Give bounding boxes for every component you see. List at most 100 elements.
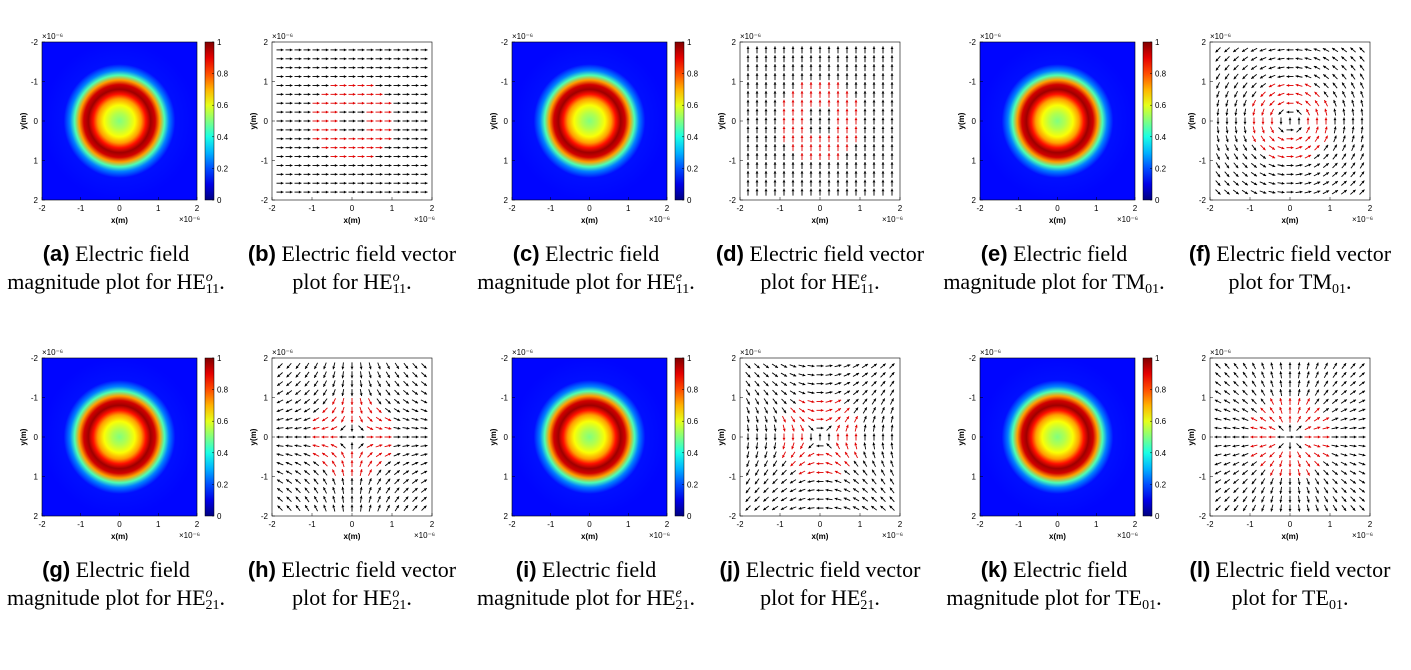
- x-exponent: ×10⁻⁶: [414, 215, 435, 224]
- mode-name: HE: [176, 585, 206, 610]
- y-tick: 0: [264, 117, 269, 126]
- y-tick: 1: [34, 473, 39, 482]
- caption-text: Electric field magnitude plot for: [476, 557, 657, 610]
- colorbar-tick: 0.6: [1155, 417, 1167, 426]
- mode-index: o 11: [392, 269, 407, 297]
- y-tick: 1: [34, 157, 39, 166]
- colorbar-tick: 0.8: [687, 70, 699, 79]
- x-tick: 0: [587, 520, 592, 529]
- x-tick: 2: [1133, 204, 1138, 213]
- x-exponent: ×10⁻⁶: [1117, 531, 1138, 540]
- caption-text: Electric field magnitude plot for: [943, 241, 1128, 294]
- y-axis-label: y(m): [717, 428, 726, 445]
- x-axis-label: x(m): [1049, 216, 1066, 225]
- mode-index: e 21: [675, 585, 690, 613]
- y-tick: -2: [501, 38, 509, 47]
- y-axis-label: y(m): [19, 428, 28, 445]
- mode-name: HE: [363, 269, 393, 294]
- y-tick: -2: [729, 196, 737, 205]
- magnitude-svg: 0 0.2 0.4 0.6 0.8 1 -2 -2 -1 -1 0 0 1 1 2 2 ×10⁻⁶ ×10⁻⁶ x(…: [19, 348, 229, 541]
- x-tick: -2: [1206, 520, 1214, 529]
- y-tick: 0: [972, 117, 977, 126]
- x-tick: -2: [38, 204, 46, 213]
- mode-index: 01: [1328, 597, 1343, 613]
- mode-name: HE: [363, 585, 393, 610]
- y-exponent: ×10⁻⁶: [272, 348, 293, 357]
- x-tick: 1: [390, 520, 395, 529]
- x-tick: 1: [626, 204, 631, 213]
- y-tick: 2: [34, 196, 39, 205]
- y-axis-label: y(m): [717, 112, 726, 129]
- y-exponent: ×10⁻⁶: [740, 32, 761, 41]
- y-tick: 2: [1202, 38, 1207, 47]
- x-exponent: ×10⁻⁶: [649, 531, 670, 540]
- y-tick: 1: [504, 157, 509, 166]
- y-exponent: ×10⁻⁶: [1210, 32, 1231, 41]
- x-tick: 0: [350, 520, 355, 529]
- y-tick: 2: [732, 38, 737, 47]
- mode-name: HE: [831, 585, 861, 610]
- caption-label: (j): [719, 557, 741, 582]
- magnitude-svg: 0 0.2 0.4 0.6 0.8 1 -2 -2 -1 -1 0 0 1 1 2 2 ×10⁻⁶ ×10⁻⁶ x(…: [489, 32, 699, 225]
- vector-plot: -2 -2 -1 -1 0 0 1 1 2 2 ×10⁻⁶ ×10⁻⁶ x(m) y(m): [704, 30, 936, 225]
- mode-index: o 11: [205, 269, 220, 297]
- colorbar-tick: 0.2: [1155, 480, 1167, 489]
- x-tick: 1: [858, 204, 863, 213]
- caption-text: Electric field vector plot for: [740, 557, 921, 610]
- x-tick: -2: [268, 204, 276, 213]
- colorbar-tick: 0.6: [687, 101, 699, 110]
- y-tick: 2: [972, 196, 977, 205]
- y-tick: 0: [732, 433, 737, 442]
- caption: (d) Electric field vector plot for HE e 11…: [715, 241, 925, 297]
- x-axis-label: x(m): [111, 216, 128, 225]
- x-exponent: ×10⁻⁶: [414, 531, 435, 540]
- vector-plot: -2 -2 -1 -1 0 0 1 1 2 2 ×10⁻⁶ ×10⁻⁶ x(m) y(m): [1174, 346, 1406, 541]
- colorbar-tick: 0: [1155, 196, 1160, 205]
- y-tick: 0: [1202, 117, 1207, 126]
- x-axis-label: x(m): [111, 532, 128, 541]
- caption: (a) Electric field magnitude plot for HE…: [7, 241, 225, 297]
- mode-name: HE: [646, 269, 676, 294]
- magnitude-svg: 0 0.2 0.4 0.6 0.8 1 -2 -2 -1 -1 0 0 1 1 2 2 ×10⁻⁶ ×10⁻⁶ x(…: [957, 348, 1167, 541]
- colorbar-tick: 0.2: [1155, 164, 1167, 173]
- colorbar-tick: 0.8: [1155, 386, 1167, 395]
- mode-index: e 21: [860, 585, 875, 613]
- mode-index: e 11: [860, 269, 875, 297]
- mode-index: 01: [1331, 281, 1346, 297]
- x-tick: 0: [1288, 204, 1293, 213]
- subplot-l: -2 -2 -1 -1 0 0 1 1 2 2 ×10⁻⁶ ×10⁻⁶ x(m) y(m) (l) Elec…: [1174, 346, 1406, 612]
- caption-label: (b): [247, 241, 276, 266]
- x-exponent: ×10⁻⁶: [1352, 531, 1373, 540]
- y-axis-label: y(m): [249, 112, 258, 129]
- caption-label: (d): [715, 241, 744, 266]
- x-tick: -1: [547, 204, 555, 213]
- subplot-h: -2 -2 -1 -1 0 0 1 1 2 2 ×10⁻⁶ ×10⁻⁶ x(m) y(m) (h) Elec…: [236, 346, 468, 612]
- x-tick: 0: [1288, 520, 1293, 529]
- y-tick: 1: [264, 78, 269, 87]
- y-exponent: ×10⁻⁶: [980, 348, 1001, 357]
- y-tick: -2: [1199, 512, 1207, 521]
- caption-label: (c): [512, 241, 540, 266]
- subplot-f: -2 -2 -1 -1 0 0 1 1 2 2 ×10⁻⁶ ×10⁻⁶ x(m) y(m) (f) Elec…: [1174, 30, 1406, 296]
- subplot-i: 0 0.2 0.4 0.6 0.8 1 -2 -2 -1 -1 0 0 1 1 2 2 ×10⁻⁶ ×10⁻⁶ x(…: [470, 346, 702, 612]
- y-axis-label: y(m): [489, 112, 498, 129]
- y-tick: 0: [732, 117, 737, 126]
- x-tick: -2: [508, 520, 516, 529]
- colorbar-tick: 0.4: [1155, 449, 1167, 458]
- y-axis-label: y(m): [957, 428, 966, 445]
- caption-label: (f): [1188, 241, 1211, 266]
- x-tick: -1: [547, 520, 555, 529]
- y-axis-label: y(m): [1187, 428, 1196, 445]
- x-tick: -2: [268, 520, 276, 529]
- caption: (i) Electric field magnitude plot for HE…: [476, 557, 696, 613]
- y-tick: 1: [972, 473, 977, 482]
- caption-text: Electric field vector plot for: [275, 557, 457, 610]
- colorbar-tick: 1: [1155, 354, 1160, 363]
- magnitude-plot: 0 0.2 0.4 0.6 0.8 1 -2 -2 -1 -1 0 0 1 1 2 2 ×10⁻⁶ ×10⁻⁶ x(…: [0, 346, 232, 541]
- caption-label: (e): [980, 241, 1008, 266]
- x-tick: -1: [1015, 204, 1023, 213]
- magnitude-svg: 0 0.2 0.4 0.6 0.8 1 -2 -2 -1 -1 0 0 1 1 2 2 ×10⁻⁶ ×10⁻⁶ x(…: [19, 32, 229, 225]
- y-tick: -1: [1199, 473, 1207, 482]
